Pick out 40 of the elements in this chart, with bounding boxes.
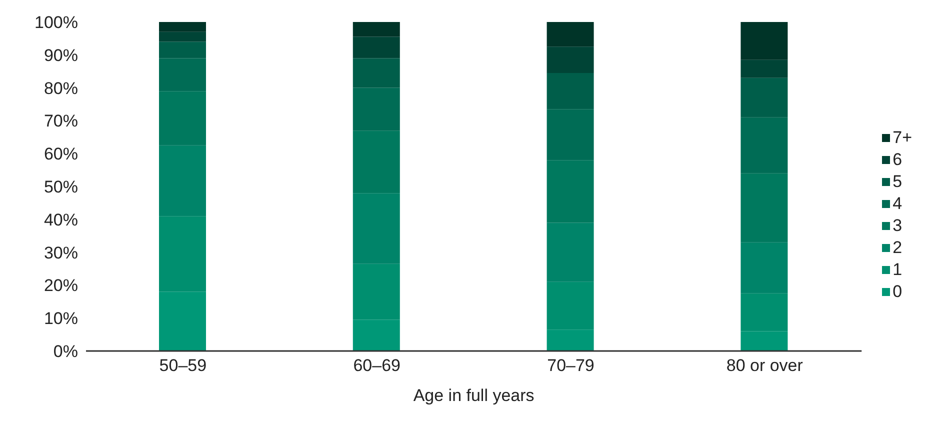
bar bbox=[352, 88, 400, 131]
y-tick-label: 20% bbox=[44, 276, 78, 296]
bar bbox=[352, 22, 400, 37]
bar bbox=[546, 46, 594, 73]
y-tick-label: 30% bbox=[44, 243, 78, 262]
legend-label: 1 bbox=[892, 260, 902, 280]
bar bbox=[740, 117, 788, 174]
x-tick-label: 50–59 bbox=[159, 356, 207, 376]
bar bbox=[159, 58, 206, 92]
legend-label: 4 bbox=[892, 194, 902, 214]
bar bbox=[740, 22, 788, 60]
y-tick-label: 40% bbox=[44, 210, 78, 230]
legend-label: 7+ bbox=[892, 128, 912, 148]
y-tick-label: 10% bbox=[44, 309, 78, 328]
x-tick-label: 60–69 bbox=[353, 356, 400, 376]
y-tick-label: 90% bbox=[44, 46, 78, 65]
y-tick-label: 70% bbox=[44, 112, 78, 131]
bar bbox=[352, 36, 400, 58]
legend-label: 3 bbox=[892, 216, 902, 236]
x-tick-label: 70–79 bbox=[547, 356, 594, 376]
bar bbox=[546, 109, 594, 160]
bar bbox=[159, 42, 206, 58]
bar bbox=[159, 32, 206, 42]
legend-label: 0 bbox=[892, 282, 902, 302]
x-axis-title: Age in full years bbox=[413, 386, 534, 405]
legend-label: 6 bbox=[892, 150, 902, 170]
y-tick-label: 80% bbox=[44, 78, 78, 98]
bar bbox=[159, 22, 206, 32]
y-tick-label: 100% bbox=[34, 13, 78, 32]
legend-label: 5 bbox=[892, 172, 902, 192]
y-tick-label: 60% bbox=[44, 144, 78, 164]
bar bbox=[352, 58, 400, 88]
bar bbox=[546, 22, 594, 47]
bar bbox=[740, 60, 788, 78]
bar bbox=[740, 78, 788, 118]
y-tick-label: 0% bbox=[53, 342, 78, 362]
y-tick-label: 50% bbox=[44, 178, 78, 197]
x-tick-label: 80 or over bbox=[726, 356, 804, 376]
bar bbox=[546, 72, 594, 110]
legend-label: 2 bbox=[892, 238, 902, 258]
